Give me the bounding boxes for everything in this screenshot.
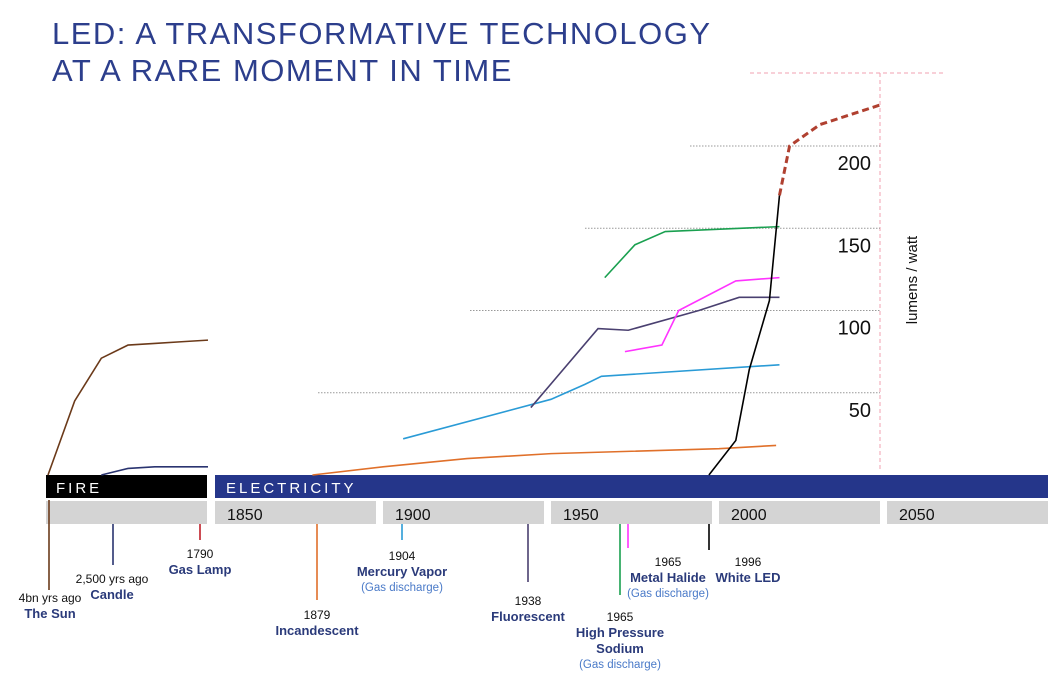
x-tick-box [551,501,712,524]
event-name: Mercury Vapor [356,564,448,579]
event-note: (Gas discharge) [361,582,443,594]
event-label: 2,500 yrs ago Candle [42,571,182,603]
fire-line [101,465,208,476]
event-label: 1790 Gas Lamp [130,546,270,578]
era-bar [215,475,1048,498]
title-line: AT A RARE MOMENT IN TIME [52,53,513,88]
title-line: LED: A TRANSFORMATIVE TECHNOLOGY [52,16,712,51]
event-name: White LED [715,570,781,585]
y-axis-label: lumens / watt [904,235,921,324]
timeline-box [46,501,207,524]
series-line [624,276,780,353]
event-label: 4bn yrs ago The Sun [0,590,120,622]
fire-line [47,339,209,476]
x-tick-label: 2050 [899,507,935,524]
event-label: 1904 Mercury Vapor (Gas discharge) [332,548,472,596]
event-name: High Pressure Sodium [575,625,665,656]
event-time: 1996 [734,555,762,569]
series-line [604,225,780,279]
x-tick-label: 2000 [731,507,767,524]
series-line [708,195,781,476]
event-name: Incandescent [275,623,359,638]
event-note: (Gas discharge) [579,659,661,671]
event-label: 1965 Metal Halide (Gas discharge) [598,554,738,602]
event-label: 1879 Incandescent [247,607,387,639]
event-time: 1965 [606,610,634,624]
event-name: Gas Lamp [168,562,232,577]
event-time: 1965 [654,555,682,569]
series-line [402,363,780,440]
x-tick-label: 1900 [395,507,431,524]
event-name: The Sun [24,606,76,621]
event-time: 1790 [186,547,214,561]
series-line [312,444,777,476]
y-tick-label: 100 [838,318,871,340]
x-tick-box [383,501,544,524]
event-time: 1879 [303,608,331,622]
era-bar [46,475,207,498]
event-time: 1938 [514,594,542,608]
event-note: (Gas discharge) [627,588,709,600]
x-tick-label: 1850 [227,507,263,524]
event-time: 1904 [388,549,416,563]
event-time: 2,500 yrs ago [75,572,149,586]
y-tick-label: 50 [849,400,871,422]
x-tick-box [887,501,1048,524]
event-time: 4bn yrs ago [18,591,82,605]
event-label: 1996 White LED [678,554,818,586]
y-tick-label: 150 [838,235,871,257]
era-label: ELECTRICITY [226,480,357,497]
era-label: FIRE [56,480,102,497]
event-label: 1938 Fluorescent [458,593,598,625]
y-tick-label: 200 [838,153,871,175]
x-tick-box [215,501,376,524]
x-tick-label: 1950 [563,507,599,524]
x-tick-box [719,501,880,524]
series-line [530,296,780,409]
event-name: Fluorescent [491,609,565,624]
event-name: Metal Halide [630,570,706,585]
series-line [778,103,881,196]
event-label: 1965 High Pressure Sodium (Gas discharge) [570,609,670,673]
event-name: Candle [90,587,134,602]
